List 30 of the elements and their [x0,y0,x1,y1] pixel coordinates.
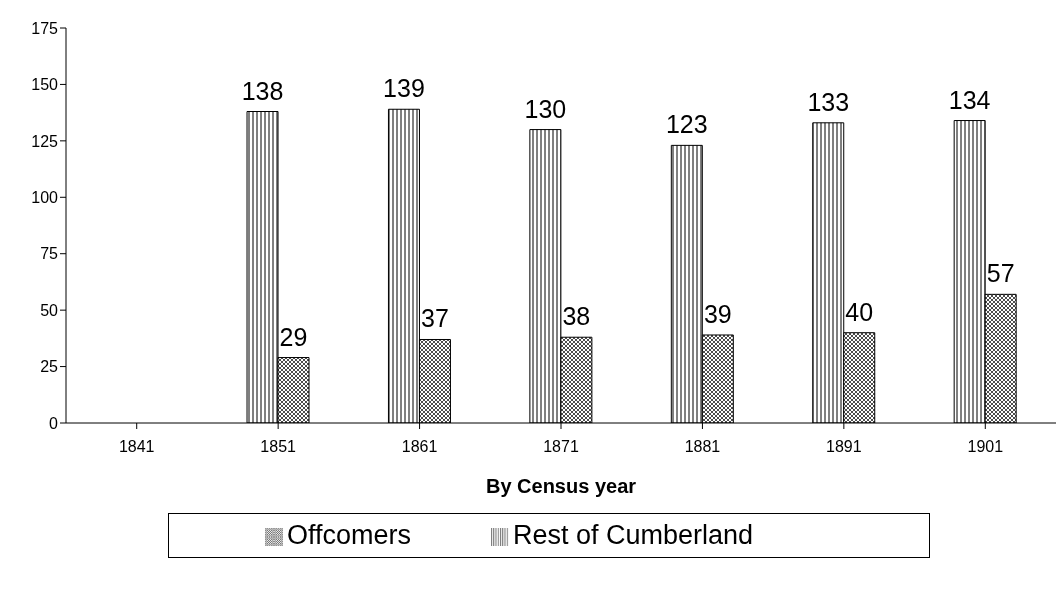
legend-label: Offcomers [286,520,411,550]
data-label: 37 [421,304,449,333]
x-tick-label: 1881 [684,438,721,456]
data-label: 39 [703,299,732,328]
x-tick-label: 1871 [543,438,579,456]
x-tick-label: 1901 [967,438,1004,456]
legend-label: Rest of Cumberland [512,520,754,550]
y-tick-label: 175 [31,19,59,37]
data-label: 57 [986,259,1015,288]
data-label: 139 [383,74,425,103]
x-tick-label: 1861 [401,438,438,456]
y-tick-label: 50 [40,301,59,319]
data-label: 134 [948,85,991,114]
data-label: 40 [845,297,874,326]
data-label: 133 [807,87,850,116]
x-tick-label: 1851 [260,438,297,456]
x-axis-title: By Census year [485,475,637,497]
y-tick-label: 75 [40,245,59,263]
data-label: 38 [562,302,591,331]
y-tick-label: 150 [31,76,59,94]
x-tick-label: 1891 [826,438,862,456]
x-tick-label: 1841 [118,438,155,456]
y-tick-label: 125 [31,132,59,150]
y-tick-label: 100 [31,188,59,206]
y-tick-label: 25 [40,358,59,376]
data-label: 130 [524,94,567,123]
data-label: 138 [241,76,284,105]
y-tick-label: 0 [49,414,59,432]
data-label: 123 [665,110,708,139]
data-label: 29 [279,322,308,351]
